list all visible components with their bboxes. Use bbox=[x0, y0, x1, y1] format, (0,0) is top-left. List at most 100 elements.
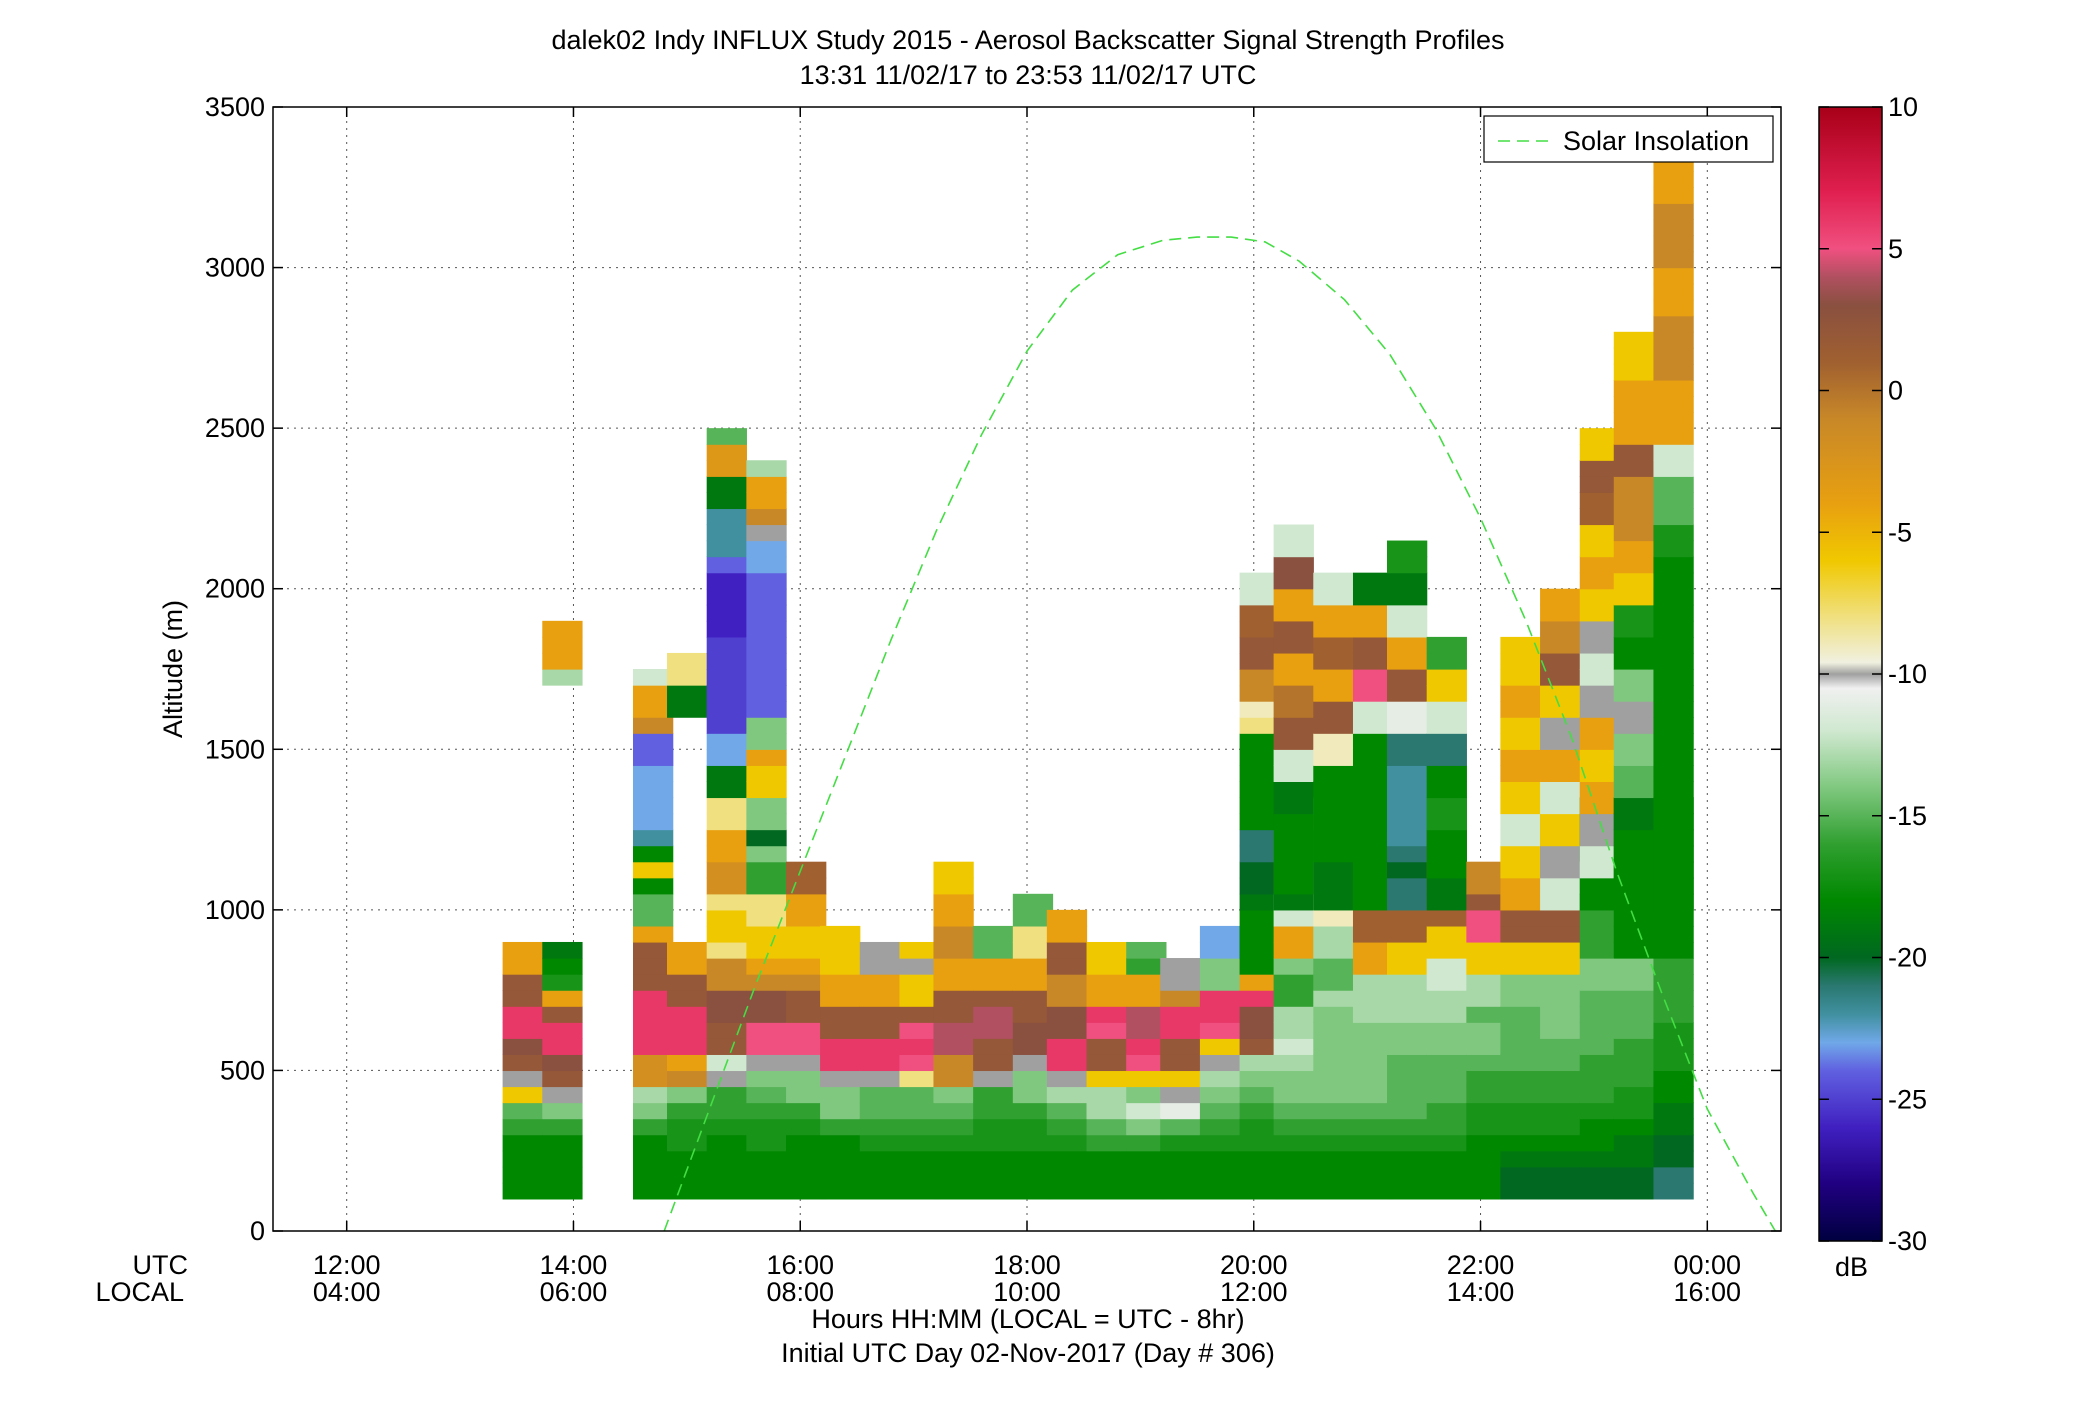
heatmap-cell bbox=[542, 1150, 583, 1168]
heatmap-cell bbox=[1273, 974, 1314, 991]
heatmap-cell bbox=[706, 604, 747, 622]
heatmap-cell bbox=[786, 958, 827, 975]
heatmap-cell bbox=[746, 652, 787, 670]
heatmap-cell bbox=[1613, 685, 1655, 702]
heatmap-cell bbox=[1500, 1166, 1541, 1184]
heatmap-cell bbox=[542, 652, 583, 670]
heatmap-cell bbox=[973, 1054, 1014, 1072]
heatmap-cell bbox=[1613, 492, 1655, 510]
heatmap-cell bbox=[1466, 1134, 1507, 1152]
heatmap-cell bbox=[1160, 1022, 1201, 1039]
heatmap-cell bbox=[1352, 1086, 1394, 1104]
heatmap-cell bbox=[1012, 1054, 1054, 1072]
heatmap-cell bbox=[746, 1134, 787, 1152]
heatmap-cell bbox=[1653, 845, 1694, 863]
heatmap-cell bbox=[1012, 1182, 1054, 1200]
heatmap-cell bbox=[1086, 1166, 1127, 1184]
heatmap-cell bbox=[632, 813, 674, 831]
heatmap-cell bbox=[1579, 588, 1621, 606]
heatmap-cell bbox=[1613, 1150, 1655, 1168]
heatmap-cell bbox=[1126, 958, 1167, 975]
heatmap-cell bbox=[1540, 941, 1581, 959]
heatmap-cell bbox=[632, 1054, 674, 1072]
heatmap-cell bbox=[1540, 1054, 1581, 1072]
y-tick-label: 2000 bbox=[205, 574, 265, 604]
heatmap-cell bbox=[1313, 829, 1354, 847]
heatmap-cell bbox=[1540, 701, 1581, 718]
heatmap-cell bbox=[1653, 588, 1694, 606]
heatmap-cell bbox=[1313, 1070, 1354, 1088]
heatmap-cell bbox=[1352, 909, 1394, 927]
heatmap-cell bbox=[542, 1006, 583, 1023]
heatmap-cell bbox=[1386, 1086, 1428, 1104]
heatmap-cell bbox=[1466, 909, 1507, 927]
heatmap-cell bbox=[786, 1150, 827, 1168]
heatmap-cell bbox=[1273, 669, 1314, 686]
heatmap-cell bbox=[1199, 1166, 1241, 1184]
heatmap-cell bbox=[820, 1086, 861, 1104]
heatmap-cell bbox=[1126, 1022, 1167, 1039]
heatmap-cell bbox=[1046, 974, 1088, 991]
heatmap-cell bbox=[542, 941, 583, 959]
heatmap-cell bbox=[1653, 412, 1694, 429]
heatmap-cell bbox=[706, 749, 747, 766]
heatmap-cell bbox=[1653, 958, 1694, 975]
heatmap-cell bbox=[1579, 765, 1621, 782]
heatmap-cell bbox=[1046, 1166, 1088, 1184]
heatmap-cell bbox=[1313, 620, 1354, 638]
heatmap-cell bbox=[973, 1118, 1014, 1136]
heatmap-cell bbox=[1653, 267, 1694, 285]
heatmap-cell bbox=[706, 1006, 747, 1023]
heatmap-cell bbox=[1613, 893, 1655, 911]
heatmap-cell bbox=[1012, 1038, 1054, 1055]
colorbar-tick-label: -25 bbox=[1888, 1084, 1927, 1114]
heatmap-cell bbox=[1426, 765, 1467, 782]
heatmap-cell bbox=[1046, 1182, 1088, 1200]
x-tick-label-local: 08:00 bbox=[766, 1277, 834, 1307]
colorbar-tick-label: 10 bbox=[1888, 92, 1918, 122]
heatmap-cell bbox=[899, 1102, 940, 1120]
heatmap-cell bbox=[1273, 1054, 1314, 1072]
heatmap-cell bbox=[1426, 1070, 1467, 1088]
heatmap-cell bbox=[1160, 1102, 1201, 1120]
heatmap-cell bbox=[1426, 877, 1467, 895]
heatmap-cell bbox=[1239, 1102, 1280, 1120]
heatmap-cell bbox=[1352, 1182, 1394, 1200]
heatmap-cell bbox=[746, 1038, 787, 1055]
heatmap-cell bbox=[1012, 1006, 1054, 1023]
heatmap-cell bbox=[706, 990, 747, 1007]
heatmap-cell bbox=[1386, 1054, 1428, 1072]
heatmap-cell bbox=[1273, 958, 1314, 975]
heatmap-cell bbox=[1273, 685, 1314, 702]
heatmap-cell bbox=[1273, 749, 1314, 766]
heatmap-cell bbox=[1199, 1134, 1241, 1152]
heatmap-cell bbox=[1653, 925, 1694, 943]
heatmap-cell bbox=[502, 958, 543, 975]
heatmap-cell bbox=[933, 958, 974, 975]
heatmap-cell bbox=[746, 1022, 787, 1039]
heatmap-cell bbox=[1239, 685, 1280, 702]
heatmap-cell bbox=[1540, 861, 1581, 879]
heatmap-cell bbox=[632, 1102, 674, 1120]
heatmap-cell bbox=[1653, 1150, 1694, 1168]
heatmap-cell bbox=[1579, 909, 1621, 927]
heatmap-cell bbox=[1352, 572, 1394, 590]
heatmap-cell bbox=[1273, 941, 1314, 959]
heatmap-cell bbox=[1613, 1054, 1655, 1072]
heatmap-cell bbox=[1012, 1166, 1054, 1184]
heatmap-cell bbox=[502, 1086, 543, 1104]
heatmap-cell bbox=[1239, 733, 1280, 750]
heatmap-cell bbox=[1540, 604, 1581, 622]
heatmap-cell bbox=[746, 540, 787, 558]
heatmap-cell bbox=[1613, 396, 1655, 413]
heatmap-cell bbox=[1426, 797, 1467, 815]
heatmap-cell bbox=[1046, 990, 1088, 1007]
heatmap-cell bbox=[542, 1118, 583, 1136]
heatmap-cell bbox=[706, 781, 747, 799]
heatmap-cell bbox=[899, 1006, 940, 1023]
heatmap-cell bbox=[706, 492, 747, 510]
heatmap-cell bbox=[1579, 669, 1621, 686]
heatmap-cell bbox=[820, 990, 861, 1007]
heatmap-cell bbox=[1500, 1118, 1541, 1136]
heatmap-cell bbox=[786, 909, 827, 927]
